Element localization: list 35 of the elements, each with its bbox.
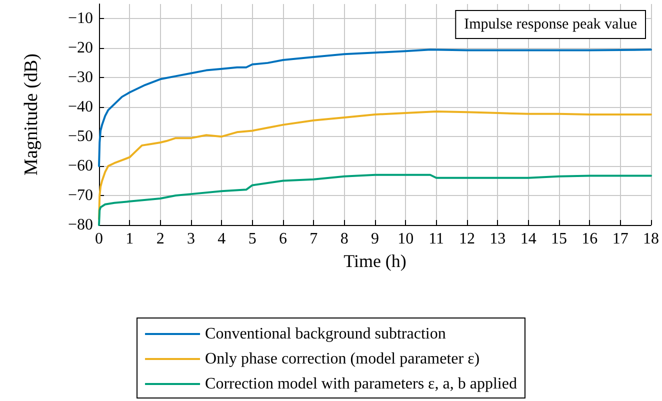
annotation: Impulse response peak value: [464, 16, 638, 32]
y-tick-label: −80: [68, 216, 93, 234]
x-tick-label: 10: [398, 230, 414, 248]
y-axis-title: Magnitude (dB): [21, 54, 42, 176]
line-series: [98, 110, 652, 220]
x-tick-label: 16: [582, 230, 598, 248]
x-axis-title: Time (h): [344, 250, 406, 271]
y-tick-label: −30: [68, 69, 93, 86]
x-tick-label: 17: [612, 230, 628, 248]
x-tick-label: 1: [126, 230, 134, 248]
y-tick-label: −40: [68, 98, 93, 116]
legend-label: Only phase correction (model parameter ε): [205, 350, 480, 368]
y-tick-label: −60: [68, 158, 93, 175]
x-tick-label: 3: [187, 230, 195, 248]
x-tick-label: 4: [218, 230, 226, 248]
x-tick-label: 2: [156, 230, 164, 248]
x-tick-label: 0: [95, 230, 103, 248]
x-tick-label: 7: [310, 230, 318, 248]
x-tick-label: 6: [279, 230, 287, 248]
y-tick-label: −50: [68, 128, 93, 146]
x-tick-label: 5: [248, 230, 256, 248]
x-tick-label: 14: [520, 230, 536, 248]
x-tick-label: 9: [371, 230, 379, 248]
x-tick-label: 18: [643, 230, 659, 248]
x-tick-label: 12: [459, 230, 475, 248]
y-tick-label: −10: [68, 10, 93, 28]
line-series: [98, 48, 652, 168]
x-tick-label: 13: [490, 230, 506, 248]
legend-label: Correction model with parameters ε, a, b applied: [205, 376, 517, 392]
y-tick-label: −70: [68, 187, 93, 204]
legend-label: Conventional background subtraction: [205, 326, 446, 342]
x-tick-label: 15: [551, 230, 567, 248]
x-tick-label: 8: [340, 230, 348, 248]
y-tick-label: −20: [68, 40, 93, 57]
x-tick-label: 11: [428, 230, 444, 248]
